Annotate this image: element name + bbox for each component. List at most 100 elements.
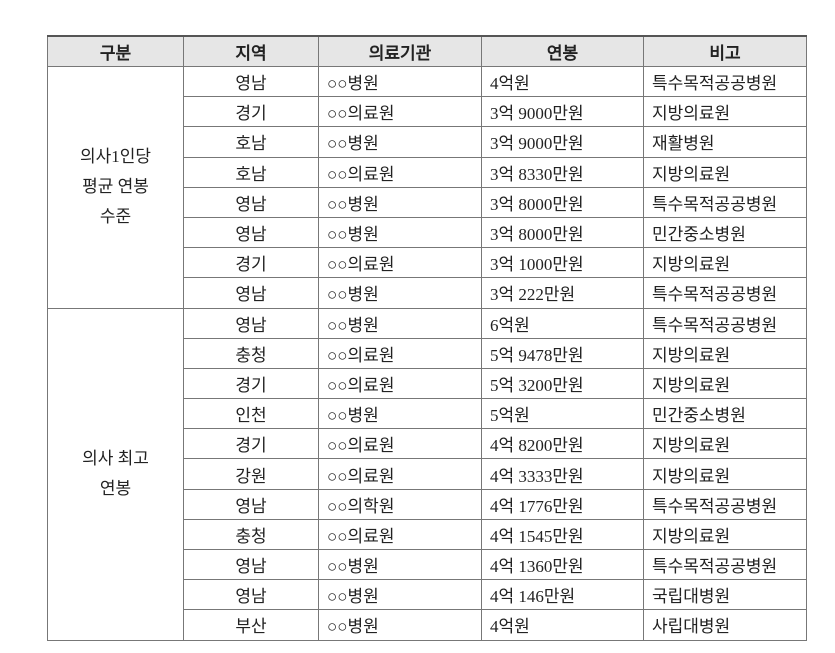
region-cell: 경기: [183, 247, 319, 279]
salary-cell: 4억 3333만원: [481, 458, 644, 490]
region-cell: 영남: [183, 579, 319, 611]
region-cell: 인천: [183, 398, 319, 430]
table-row: 영남 ○○병원 3억 222만원 특수목적공공병원: [48, 277, 807, 309]
table-row: 영남 ○○병원 3억 8000만원 특수목적공공병원: [48, 186, 807, 218]
note-cell: 재활병원: [643, 126, 807, 158]
region-cell: 영남: [183, 548, 319, 581]
institution-cell: ○○의료원: [318, 156, 482, 188]
note-cell: 특수목적공공병원: [643, 65, 807, 98]
note-cell: 지방의료원: [643, 518, 807, 551]
note-cell: 지방의료원: [643, 96, 807, 128]
region-cell: 영남: [183, 488, 319, 520]
table-row: 영남 ○○의학원 4억 1776만원 특수목적공공병원: [48, 488, 807, 520]
salary-cell: 5억 9478만원: [481, 337, 644, 369]
institution-cell: ○○의료원: [318, 96, 482, 128]
column-header: 비고: [643, 35, 807, 67]
note-cell: 지방의료원: [643, 428, 807, 460]
region-cell: 영남: [183, 307, 319, 339]
group-label: 의사1인당 평균 연봉 수준: [47, 66, 184, 309]
table-row: 의사 최고 연봉 영남 ○○병원 6억원 특수목적공공병원: [47, 307, 807, 641]
table-row: 충청 ○○의료원 4억 1545만원 지방의료원: [48, 518, 807, 551]
institution-cell: ○○의학원: [318, 488, 482, 520]
table-row: 호남 ○○병원 3억 9000만원 재활병원: [48, 126, 807, 158]
salary-cell: 4억 1776만원: [481, 488, 644, 520]
table-row: 의사1인당 평균 연봉 수준 영남 ○○병원 4억원 특수목적공공병원: [47, 65, 807, 309]
table-row: 영남 ○○병원 3억 8000만원 민간중소병원: [48, 216, 807, 249]
institution-cell: ○○병원: [318, 277, 482, 309]
group-label: 의사 최고 연봉: [47, 307, 184, 641]
region-cell: 강원: [183, 458, 319, 490]
salary-cell: 4억 8200만원: [481, 428, 644, 460]
institution-cell: ○○병원: [318, 609, 482, 641]
note-cell: 지방의료원: [643, 156, 807, 188]
note-cell: 특수목적공공병원: [643, 548, 807, 581]
institution-cell: ○○병원: [318, 548, 482, 581]
region-cell: 경기: [183, 96, 319, 128]
region-cell: 영남: [183, 277, 319, 309]
note-cell: 지방의료원: [643, 337, 807, 369]
institution-cell: ○○의료원: [318, 518, 482, 551]
region-cell: 영남: [183, 65, 319, 98]
column-header: 의료기관: [318, 35, 482, 67]
table-row: 경기 ○○의료원 3억 1000만원 지방의료원: [48, 247, 807, 279]
column-header: 구분: [47, 35, 184, 67]
salary-cell: 3억 9000만원: [481, 126, 644, 158]
institution-cell: ○○병원: [318, 216, 482, 249]
note-cell: 특수목적공공병원: [643, 488, 807, 520]
region-cell: 영남: [183, 186, 319, 218]
institution-cell: ○○의료원: [318, 367, 482, 400]
salary-cell: 4억원: [481, 65, 644, 98]
table-row: 영남 ○○병원 4억 146만원 국립대병원: [48, 579, 807, 611]
salary-cell: 3억 222만원: [481, 277, 644, 309]
institution-cell: ○○병원: [318, 65, 482, 98]
region-cell: 충청: [183, 518, 319, 551]
salary-cell: 4억 146만원: [481, 579, 644, 611]
table-row: 부산 ○○병원 4억원 사립대병원: [48, 609, 807, 641]
table-row: 강원 ○○의료원 4억 3333만원 지방의료원: [48, 458, 807, 490]
region-cell: 호남: [183, 126, 319, 158]
note-cell: 민간중소병원: [643, 398, 807, 430]
note-cell: 지방의료원: [643, 458, 807, 490]
institution-cell: ○○병원: [318, 579, 482, 611]
salary-cell: 5억원: [481, 398, 644, 430]
table-row: 영남 ○○병원 4억 1360만원 특수목적공공병원: [48, 548, 807, 581]
note-cell: 지방의료원: [643, 367, 807, 400]
note-cell: 민간중소병원: [643, 216, 807, 249]
salary-cell: 3억 8330만원: [481, 156, 644, 188]
salary-cell: 4억 1545만원: [481, 518, 644, 551]
table-row: 경기 ○○의료원 4억 8200만원 지방의료원: [48, 428, 807, 460]
salary-cell: 3억 1000만원: [481, 247, 644, 279]
salary-cell: 3억 8000만원: [481, 216, 644, 249]
table-row: 경기 ○○의료원 3억 9000만원 지방의료원: [48, 96, 807, 128]
note-cell: 사립대병원: [643, 609, 807, 641]
institution-cell: ○○병원: [318, 126, 482, 158]
institution-cell: ○○의료원: [318, 428, 482, 460]
region-cell: 부산: [183, 609, 319, 641]
region-cell: 경기: [183, 428, 319, 460]
note-cell: 특수목적공공병원: [643, 186, 807, 218]
salary-cell: 4억원: [481, 609, 644, 641]
institution-cell: ○○병원: [318, 307, 482, 339]
salary-table: 구분 지역 의료기관 연봉 비고 의사1인당 평균 연봉 수준 영남 ○○병원 4억원 특수목적…: [47, 35, 807, 641]
note-cell: 특수목적공공병원: [643, 277, 807, 309]
note-cell: 지방의료원: [643, 247, 807, 279]
institution-cell: ○○의료원: [318, 337, 482, 369]
region-cell: 영남: [183, 216, 319, 249]
note-cell: 국립대병원: [643, 579, 807, 611]
salary-cell: 3억 9000만원: [481, 96, 644, 128]
region-cell: 충청: [183, 337, 319, 369]
region-cell: 경기: [183, 367, 319, 400]
salary-cell: 5억 3200만원: [481, 367, 644, 400]
institution-cell: ○○의료원: [318, 458, 482, 490]
header-row: 구분 지역 의료기관 연봉 비고: [47, 35, 807, 67]
column-header: 지역: [183, 35, 319, 67]
institution-cell: ○○의료원: [318, 247, 482, 279]
salary-cell: 4억 1360만원: [481, 548, 644, 581]
region-cell: 호남: [183, 156, 319, 188]
table-row: 충청 ○○의료원 5억 9478만원 지방의료원: [48, 337, 807, 369]
note-cell: 특수목적공공병원: [643, 307, 807, 339]
column-header: 연봉: [481, 35, 644, 67]
salary-cell: 6억원: [481, 307, 644, 339]
salary-cell: 3억 8000만원: [481, 186, 644, 218]
institution-cell: ○○병원: [318, 398, 482, 430]
